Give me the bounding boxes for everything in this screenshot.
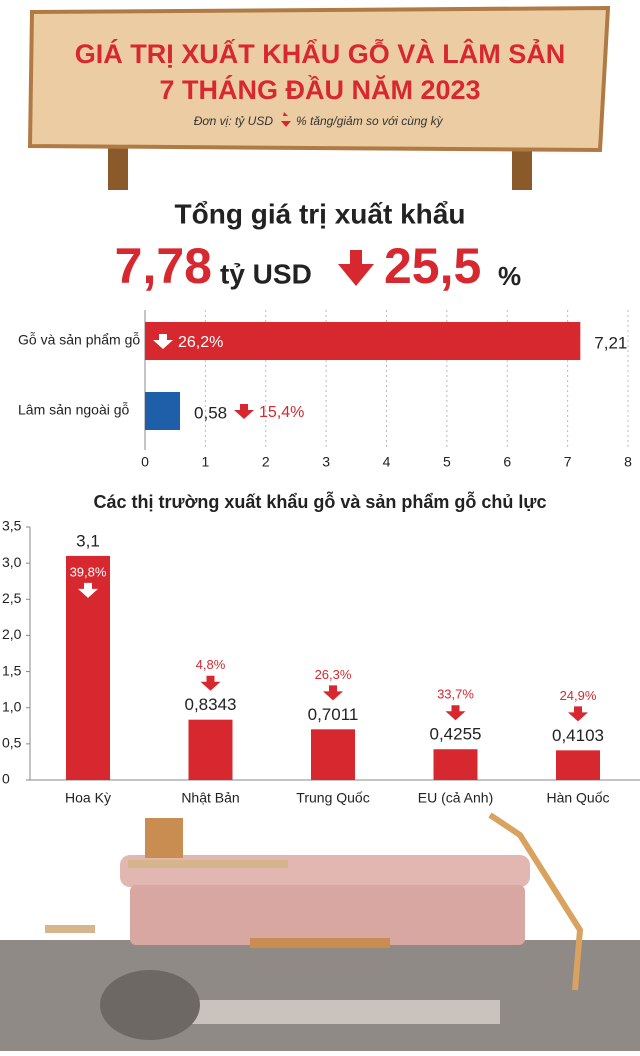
y-tick-label: 3,0 <box>2 554 22 570</box>
rug <box>140 1000 500 1024</box>
value-label: 0,58 <box>194 403 227 422</box>
legend-text: % tăng/giảm so với cùng kỳ <box>296 114 444 128</box>
bar <box>433 749 478 780</box>
value-label: 0,8343 <box>185 695 237 714</box>
down-arrow <box>338 250 374 286</box>
pouf <box>100 970 200 1040</box>
x-tick-label: 5 <box>443 454 451 470</box>
summary-value: 7,78 <box>115 238 212 294</box>
change-arrow <box>78 582 98 598</box>
y-tick-label: 3,5 <box>2 518 22 534</box>
change-arrow <box>153 334 173 349</box>
summary-unit: tỷ USD <box>220 258 312 289</box>
x-tick-label: 8 <box>624 454 632 470</box>
value-label: 0,4255 <box>430 725 482 744</box>
title-line: GIÁ TRỊ XUẤT KHẨU GỖ VÀ LÂM SẢN <box>75 37 566 69</box>
change-arrow <box>234 404 255 419</box>
x-tick-label: Trung Quốc <box>296 790 369 806</box>
chart-title: Các thị trường xuất khẩu gỗ và sản phẩm … <box>94 491 547 512</box>
category-label: Gỗ và sản phẩm gỗ <box>18 332 140 348</box>
title-line: 7 THÁNG ĐẦU NĂM 2023 <box>159 74 480 105</box>
change-arrow <box>200 675 221 691</box>
sign-post <box>512 140 532 190</box>
x-tick-label: Hoa Kỳ <box>65 790 111 806</box>
room-illustration <box>0 812 640 1051</box>
value-label: 0,4103 <box>552 726 604 745</box>
y-tick-label: 2,5 <box>2 590 22 606</box>
bar <box>188 719 233 780</box>
table <box>250 938 390 948</box>
sofa-seat <box>130 885 525 945</box>
shelf <box>128 860 288 868</box>
value-label: 7,21 <box>594 333 627 352</box>
y-tick-label: 0,5 <box>2 735 22 751</box>
change-label: 15,4% <box>259 404 304 421</box>
bar <box>145 322 581 360</box>
x-tick-label: Nhật Bản <box>181 790 239 806</box>
y-tick-label: 2,0 <box>2 626 22 642</box>
x-tick-label: Hàn Quốc <box>546 790 609 806</box>
bar <box>311 729 355 780</box>
change-arrow <box>323 685 343 701</box>
bar <box>145 392 181 430</box>
y-tick-label: 0 <box>2 771 10 787</box>
x-tick-label: 7 <box>564 454 572 470</box>
change-arrow <box>568 706 588 722</box>
change-label: 33,7% <box>437 687 474 702</box>
unit: Đơn vị: tỷ USD <box>194 114 274 128</box>
change-label: 24,9% <box>560 688 597 703</box>
y-tick-label: 1,5 <box>2 662 22 678</box>
x-tick-label: EU (cả Anh) <box>418 790 493 806</box>
x-tick-label: 0 <box>141 454 149 470</box>
side-table <box>45 925 95 933</box>
y-tick-label: 1,0 <box>2 698 22 714</box>
change-arrow <box>445 705 466 721</box>
bar <box>556 750 600 780</box>
change-label: 4,8% <box>196 657 226 672</box>
change-label: 39,8% <box>70 564 107 579</box>
floor <box>0 940 640 1051</box>
lamp <box>488 812 584 991</box>
sofa-back <box>120 855 530 887</box>
category-label: Lâm sản ngoài gỗ <box>18 402 130 418</box>
x-tick-label: 3 <box>322 454 330 470</box>
x-tick-label: 4 <box>383 454 391 470</box>
legend-icon <box>281 112 291 127</box>
x-tick-label: 1 <box>201 454 209 470</box>
value-label: 0,7011 <box>308 705 359 724</box>
frame <box>145 818 183 858</box>
sign-post <box>108 140 128 190</box>
summary-change-unit: % <box>498 261 521 291</box>
summary-title: Tổng giá trị xuất khẩu <box>175 198 466 229</box>
x-tick-label: 6 <box>503 454 511 470</box>
value-label: 3,1 <box>76 531 100 550</box>
summary-change: 25,5 <box>384 238 481 294</box>
change-label: 26,3% <box>315 667 352 682</box>
x-tick-label: 2 <box>262 454 270 470</box>
wood-sign <box>27 5 611 153</box>
change-label: 26,2% <box>178 334 223 351</box>
